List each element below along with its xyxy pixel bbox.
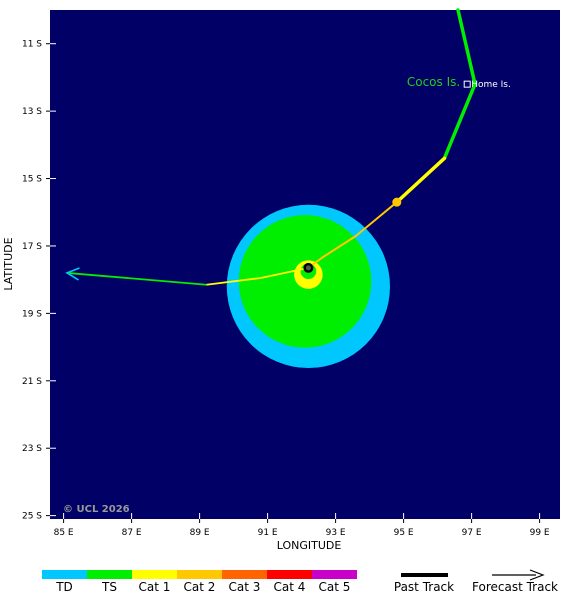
legend-label: Cat 5 [319, 580, 351, 594]
x-axis-title: LONGITUDE [277, 539, 342, 552]
past-track-legend-label: Past Track [394, 580, 454, 594]
storm-center-inner [305, 265, 311, 271]
category-legend: TD TS Cat 1 Cat 2 Cat 3 Cat 4 Cat 5 [42, 570, 357, 594]
y-tick-label: 21 S [22, 377, 42, 387]
y-axis-title: LATITUDE [2, 237, 15, 290]
x-tick-label: 97 E [462, 528, 482, 538]
place-label-cocos: Cocos Is. [407, 75, 460, 89]
place-labels: Cocos Is. Home Is. [407, 75, 511, 90]
legend-label: Cat 1 [139, 580, 171, 594]
legend-swatch [132, 570, 177, 579]
legend-label: Cat 3 [229, 580, 261, 594]
y-tick-label: 13 S [22, 107, 42, 117]
copyright-label: © UCL 2026 [63, 504, 130, 515]
y-tick-label: 25 S [22, 512, 42, 522]
past-track-segment [355, 201, 398, 237]
past-track-segment [321, 234, 357, 259]
past-track-segment [395, 156, 447, 204]
past-position-marker [392, 197, 402, 207]
wind-field [226, 204, 390, 369]
y-tick-label: 19 S [22, 309, 42, 319]
y-tick-label: 23 S [22, 444, 42, 454]
legend-swatch [222, 570, 267, 579]
past-track-legend: Past Track [394, 573, 454, 594]
forecast-track-segment [260, 266, 309, 279]
y-tick-label: 15 S [22, 175, 42, 185]
forecast-arrowhead [65, 267, 80, 281]
forecast-track-segment [206, 277, 261, 286]
legend-swatch [87, 570, 132, 579]
x-tick-label: 89 E [190, 528, 210, 538]
legend-swatch [177, 570, 222, 579]
forecast-track-legend-arrowhead [529, 569, 545, 581]
legend-label: Cat 2 [184, 580, 216, 594]
legend-label: TS [101, 580, 117, 594]
y-tick-label: 17 S [22, 242, 42, 252]
forecast-track-legend: Forecast Track [472, 569, 558, 594]
x-tick-label: 95 E [394, 528, 414, 538]
x-tick-label: 91 E [258, 528, 278, 538]
x-tick-label: 85 E [54, 528, 74, 538]
forecast-track-segment [66, 272, 207, 286]
x-tick-label: 99 E [530, 528, 550, 538]
past-track-segment [442, 82, 477, 161]
legend-swatch [312, 570, 357, 579]
axis-ticks: 85 E 87 E 89 E 91 E 93 E 95 E 97 E 99 E 11 S 13 S… [22, 40, 550, 538]
storm-tracks [65, 8, 477, 286]
place-label-home: Home Is. [471, 80, 511, 90]
legend-swatch [267, 570, 312, 579]
forecast-track-legend-label: Forecast Track [472, 580, 558, 594]
x-tick-label: 87 E [122, 528, 142, 538]
legend-label: Cat 4 [274, 580, 306, 594]
y-tick-label: 11 S [22, 40, 42, 50]
legend-label: TD [55, 580, 73, 594]
legend-swatch [42, 570, 87, 579]
x-tick-label: 93 E [326, 528, 346, 538]
home-island-marker [463, 80, 471, 88]
past-track-segment [456, 8, 477, 86]
